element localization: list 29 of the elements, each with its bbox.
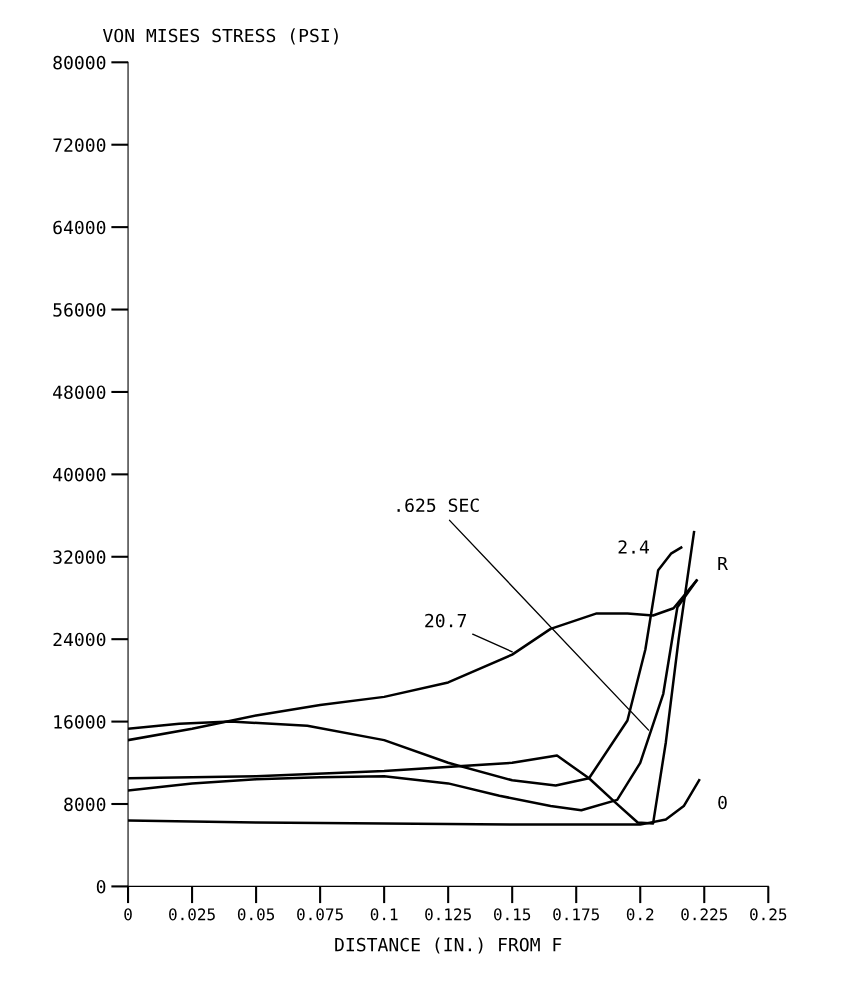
series-label: R xyxy=(718,556,728,571)
x-axis-title: DISTANCE (IN.) FROM F xyxy=(335,937,562,954)
y-tick-label: 8000 xyxy=(64,797,106,812)
y-tick-label: 72000 xyxy=(53,138,106,152)
text: 20.7 xyxy=(425,613,467,628)
x-tick-label: 0.1 xyxy=(370,908,398,921)
x-tick-label: 0.15 xyxy=(494,908,531,921)
text: .625 SEC xyxy=(397,498,479,513)
series-label: 0 xyxy=(718,795,727,810)
y-tick-label: 24000 xyxy=(53,632,106,647)
x-tick-label: 0.025 xyxy=(169,908,215,921)
y-axis-title: VON MISES STRESS (PSI) xyxy=(102,28,338,45)
x-tick-label: 0.25 xyxy=(750,908,787,921)
x-tick-label: 0.075 xyxy=(297,908,343,921)
x-tick-label: 0.05 xyxy=(237,908,275,921)
y-tick-label: 40000 xyxy=(53,467,106,482)
x-tick-label: 0 xyxy=(124,908,132,921)
x-tick-label: 0.125 xyxy=(425,908,471,921)
x-tick-label: 0.225 xyxy=(681,908,728,921)
x-tick-label: 0.175 xyxy=(553,908,599,921)
y-tick-label: 32000 xyxy=(53,550,106,564)
series-label: 2.4 xyxy=(618,540,649,554)
y-tick-label: 48000 xyxy=(53,385,106,400)
y-tick-label: 0 xyxy=(96,879,106,894)
y-tick-label: 80000 xyxy=(53,55,106,70)
y-tick-label: 64000 xyxy=(53,220,106,235)
y-tick-label: 16000 xyxy=(54,715,106,729)
x-tick-label: 0.2 xyxy=(626,908,654,921)
y-tick-label: 56000 xyxy=(53,303,106,317)
